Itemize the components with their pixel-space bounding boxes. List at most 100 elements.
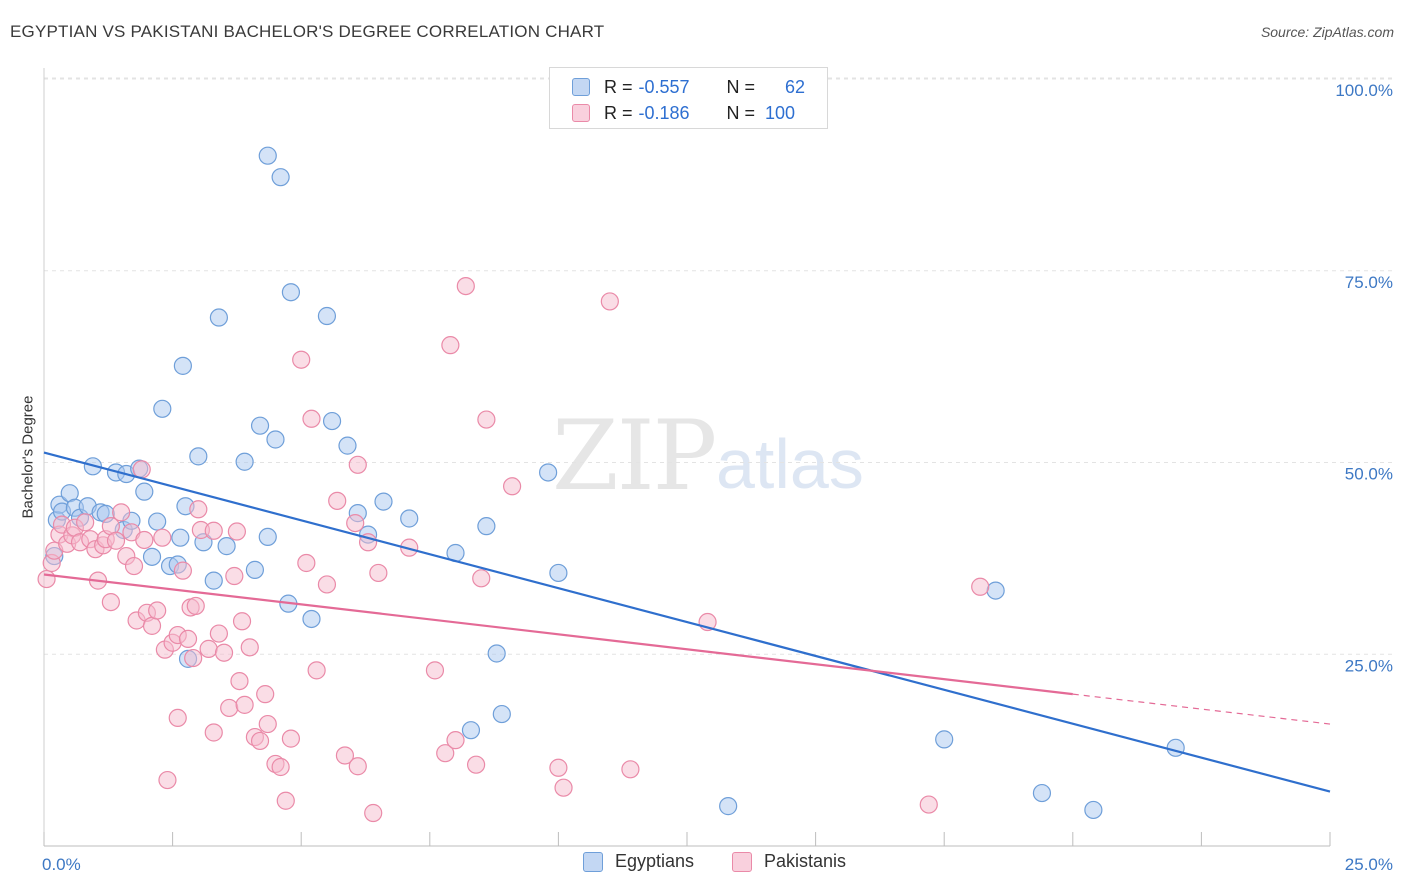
pakistanis-point	[240, 638, 259, 657]
egyptians-point	[217, 537, 236, 556]
pakistanis-point	[232, 612, 252, 631]
legend-row-egyptians: R = -0.557 N = 62	[572, 75, 805, 99]
egyptians-point	[204, 571, 223, 590]
pakistanis-point	[472, 569, 491, 588]
egyptians-point	[245, 560, 265, 579]
y-tick-label: 75.0%	[1345, 273, 1393, 292]
egyptians-point	[492, 704, 511, 724]
pakistanis-point	[549, 758, 568, 777]
egyptians-point	[171, 528, 190, 547]
pakistanis-point	[503, 477, 522, 496]
egyptians-point	[266, 430, 285, 449]
pakistanis-point	[302, 409, 321, 428]
pakistanis-point	[184, 648, 203, 668]
pakistanis-point	[346, 513, 365, 533]
y-tick-label: 100.0%	[1335, 81, 1393, 100]
egyptians-point	[271, 168, 290, 187]
pakistanis-point	[425, 661, 445, 680]
pakistanis-point	[132, 460, 151, 479]
pakistanis-point	[158, 770, 177, 790]
n-value-pakistanis: 100	[765, 102, 796, 123]
y-tick-label: 50.0%	[1345, 465, 1393, 484]
pakistanis-point	[456, 276, 475, 296]
r-label: R =	[604, 102, 633, 123]
pakistanis-point	[307, 661, 326, 680]
egyptians-point	[549, 563, 568, 583]
pakistanis-point	[204, 521, 223, 540]
egyptians-point	[153, 399, 172, 418]
r-value-pakistanis: -0.186	[638, 102, 690, 123]
y-tick-label: 25.0%	[1345, 656, 1393, 675]
egyptians-point	[281, 283, 301, 302]
pakistanis-point	[235, 695, 254, 714]
pakistanis-point	[281, 729, 301, 748]
pakistanis-point	[621, 760, 640, 779]
pakistanis-point	[971, 577, 990, 596]
egyptians-point	[719, 797, 738, 816]
egyptians-point	[142, 547, 162, 566]
pakistanis-point	[199, 639, 218, 658]
legend-row-pakistanis: R = -0.186 N = 100	[572, 101, 795, 125]
legend-item-pakistanis[interactable]: Pakistanis	[732, 851, 846, 872]
pakistanis-point	[168, 708, 187, 728]
pakistanis-point	[276, 791, 295, 810]
pakistanis-point	[919, 795, 938, 814]
egyptians-point	[400, 509, 419, 528]
chart-source: Source: ZipAtlas.com	[1260, 24, 1394, 40]
pakistanis-point	[258, 714, 277, 734]
legend-item-egyptians[interactable]: Egyptians	[583, 851, 694, 872]
x-tick-label: 0.0%	[42, 855, 81, 874]
pakistanis-point	[335, 746, 355, 765]
egyptians-point	[986, 581, 1005, 600]
pakistanis-point	[364, 803, 383, 823]
egyptians-point	[487, 644, 506, 663]
r-value-egyptians: -0.557	[638, 76, 690, 97]
n-value-egyptians: 62	[785, 76, 806, 97]
r-label: R =	[604, 76, 633, 97]
pakistanis-point	[209, 624, 228, 643]
pakistanis-point	[142, 616, 162, 635]
egyptians-point	[1032, 783, 1052, 803]
pakistanis-point	[436, 744, 455, 763]
pakistanis-point	[112, 503, 131, 522]
pakistanis-point	[186, 596, 205, 616]
pakistanis-point	[148, 601, 167, 620]
egyptians-point	[173, 356, 192, 375]
pakistanis-point	[317, 575, 337, 594]
pakistanis-point	[348, 455, 367, 474]
pakistanis-point	[124, 556, 144, 576]
pakistanis-point	[227, 522, 246, 541]
chart-title: EGYPTIAN VS PAKISTANI BACHELOR'S DEGREE …	[10, 22, 605, 41]
egyptians-point	[322, 411, 342, 431]
pakistanis-point	[220, 698, 239, 718]
egyptians-point	[461, 721, 481, 740]
egyptians-point	[338, 436, 357, 455]
correlation-legend: R = -0.557 N = 62 R = -0.186 N = 100	[549, 67, 828, 129]
egyptians-point	[148, 512, 167, 531]
egyptians-point	[189, 447, 208, 466]
pakistanis-point	[225, 566, 244, 586]
pakistanis-point	[204, 723, 223, 742]
pakistanis-legend-label: Pakistanis	[764, 851, 847, 871]
egyptians-point	[374, 492, 393, 511]
pakistanis-trendline-extension	[1072, 693, 1331, 725]
egyptians-legend-label: Egyptians	[615, 851, 695, 871]
egyptians-point	[1084, 800, 1103, 820]
egyptians-point	[539, 463, 558, 482]
egyptians-point	[209, 308, 228, 327]
egyptians-point	[258, 146, 277, 165]
egyptians-swatch	[572, 78, 590, 96]
pakistanis-point	[441, 336, 460, 355]
egyptians-point	[250, 416, 270, 435]
pakistanis-swatch	[572, 104, 590, 122]
pakistanis-point	[214, 643, 234, 662]
egyptians-point	[135, 482, 154, 501]
pakistanis-point	[446, 731, 465, 750]
egyptians-point	[302, 609, 321, 629]
egyptians-point	[477, 517, 496, 536]
pakistanis-point	[554, 778, 573, 797]
pakistanis-point	[189, 500, 208, 519]
pakistanis-point	[348, 757, 367, 776]
watermark-atlas: atlas	[716, 425, 864, 503]
